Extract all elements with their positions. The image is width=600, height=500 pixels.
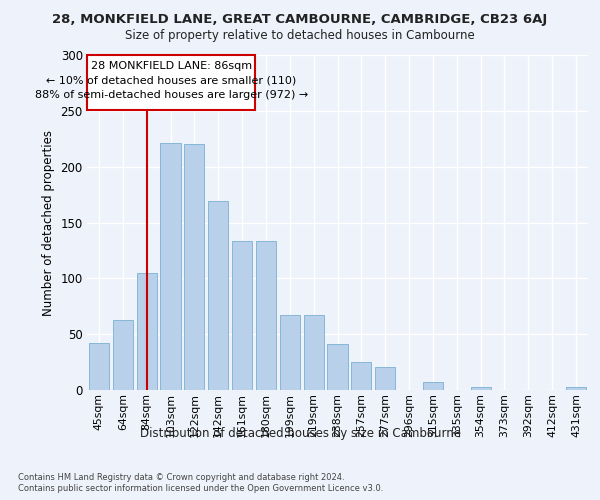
Bar [113,320,133,390]
Bar [89,343,109,390]
Bar [328,344,347,390]
Bar [160,143,181,390]
Bar [184,144,205,390]
Text: Distribution of detached houses by size in Cambourne: Distribution of detached houses by size … [139,428,461,440]
Bar [566,386,586,390]
Bar [423,382,443,390]
Bar [137,273,157,390]
Bar [208,202,229,390]
Bar [351,362,371,390]
FancyBboxPatch shape [88,55,255,110]
Text: 28, MONKFIELD LANE, GREAT CAMBOURNE, CAMBRIDGE, CB23 6AJ: 28, MONKFIELD LANE, GREAT CAMBOURNE, CAM… [52,12,548,26]
Text: 88% of semi-detached houses are larger (972) →: 88% of semi-detached houses are larger (… [35,90,308,100]
Bar [304,315,324,390]
Text: Contains HM Land Registry data © Crown copyright and database right 2024.: Contains HM Land Registry data © Crown c… [18,472,344,482]
Text: ← 10% of detached houses are smaller (110): ← 10% of detached houses are smaller (11… [46,75,296,85]
Y-axis label: Number of detached properties: Number of detached properties [42,130,55,316]
Bar [256,242,276,390]
Text: Size of property relative to detached houses in Cambourne: Size of property relative to detached ho… [125,29,475,42]
Text: Contains public sector information licensed under the Open Government Licence v3: Contains public sector information licen… [18,484,383,493]
Bar [470,386,491,390]
Bar [232,242,252,390]
Bar [280,315,300,390]
Text: 28 MONKFIELD LANE: 86sqm: 28 MONKFIELD LANE: 86sqm [91,60,252,70]
Bar [375,366,395,390]
